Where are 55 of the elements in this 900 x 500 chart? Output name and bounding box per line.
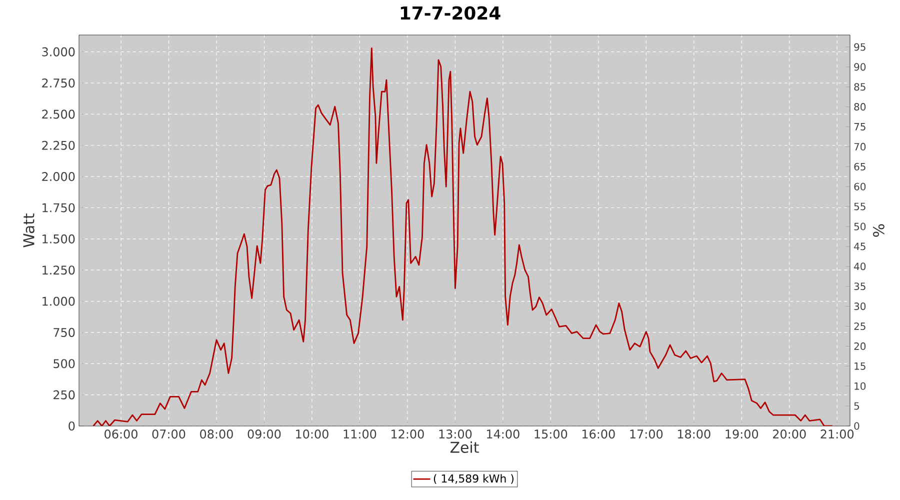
x-tick-label: 19:00 <box>726 430 758 439</box>
x-axis-title: Zeit <box>450 441 479 453</box>
y2-tick-label: 70 <box>854 142 866 150</box>
y2-tick-label: 60 <box>854 182 866 190</box>
y2-tick-label: 20 <box>854 342 866 350</box>
y-tick-label: 1.000 <box>42 296 75 306</box>
y2-tick-label: 35 <box>854 282 866 290</box>
y2-tick-label: 30 <box>854 302 866 310</box>
y2-tick-label: 85 <box>854 83 866 91</box>
y2-tick-label: 65 <box>854 162 866 170</box>
x-tick-label: 12:00 <box>392 430 424 439</box>
x-tick-label: 15:00 <box>534 430 568 439</box>
y2-tick-label: 80 <box>854 103 866 111</box>
y2-tick-label: 25 <box>854 322 866 330</box>
y-tick-label: 2.000 <box>42 172 75 182</box>
x-tick-label: 20:00 <box>773 430 806 439</box>
x-tick-label: 13:00 <box>439 430 472 439</box>
x-tick-label: 14:00 <box>487 430 520 439</box>
y-tick-label: 2.750 <box>42 78 75 88</box>
y2-tick-label: 55 <box>854 202 866 210</box>
y-tick-label: 2.250 <box>42 140 75 150</box>
x-tick-label: 10:00 <box>296 430 328 439</box>
y-tick-label: 0 <box>68 421 75 431</box>
chart-title: 17-7-2024 <box>400 6 500 20</box>
y-tick-label: 1.250 <box>42 266 75 275</box>
y-tick-label: 1.500 <box>42 234 75 244</box>
x-tick-label: 08:00 <box>200 430 233 439</box>
y2-tick-label: 95 <box>854 43 866 51</box>
y-tick-label: 500 <box>54 359 75 368</box>
x-tick-label: 18:00 <box>678 430 710 439</box>
y2-axis-title: % <box>873 224 884 237</box>
x-tick-label: 07:00 <box>152 430 186 439</box>
y2-tick-label: 10 <box>854 382 866 390</box>
y2-tick-label: 5 <box>854 402 860 410</box>
y-tick-label: 250 <box>54 390 75 400</box>
y-tick-label: 3.000 <box>42 47 75 56</box>
x-tick-label: 21:00 <box>820 430 854 439</box>
line-series <box>92 48 834 426</box>
legend-label: ( 14,589 kWh ) <box>434 474 514 484</box>
y2-tick-label: 0 <box>854 422 860 430</box>
y-tick-label: 750 <box>54 328 75 337</box>
y2-tick-label: 40 <box>854 262 866 270</box>
y-axis-title: Watt <box>23 213 34 248</box>
y-tick-label: 2.500 <box>42 110 75 119</box>
y-tick-label: 1.750 <box>42 203 75 212</box>
x-tick-label: 06:00 <box>104 430 138 439</box>
y2-tick-label: 90 <box>854 63 866 71</box>
x-tick-label: 17:00 <box>630 430 663 439</box>
y2-tick-label: 45 <box>854 242 866 250</box>
y2-tick-label: 15 <box>854 362 866 370</box>
x-tick-label: 11:00 <box>344 430 376 439</box>
x-tick-label: 09:00 <box>248 430 281 439</box>
y2-tick-label: 75 <box>854 123 866 130</box>
x-tick-label: 16:00 <box>582 430 615 439</box>
y2-tick-label: 50 <box>854 222 866 230</box>
